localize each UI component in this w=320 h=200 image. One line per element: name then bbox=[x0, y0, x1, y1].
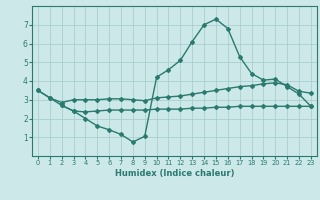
X-axis label: Humidex (Indice chaleur): Humidex (Indice chaleur) bbox=[115, 169, 234, 178]
